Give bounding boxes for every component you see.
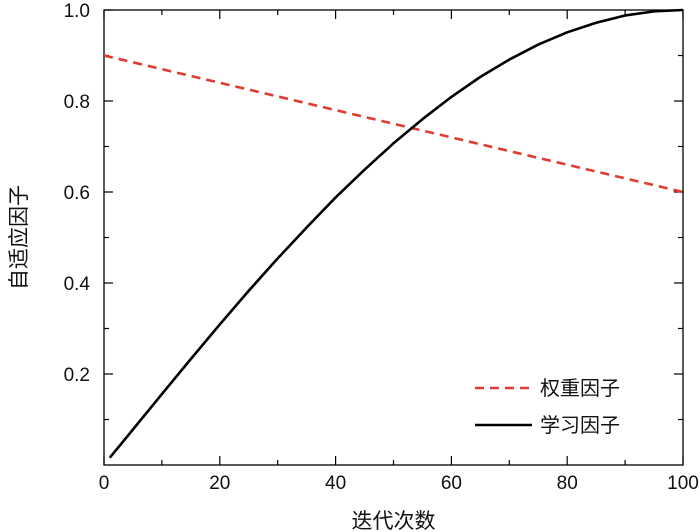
x-tick-label: 100 xyxy=(667,473,699,494)
series-line-1 xyxy=(108,8,684,459)
axis-titles: 迭代次数 自适应因子 xyxy=(7,185,436,532)
series-lines xyxy=(103,8,684,459)
legend-label-1: 学习因子 xyxy=(540,413,620,437)
y-tick-label: 0.2 xyxy=(64,365,90,386)
tick-labels: 0 20 40 60 80 100 0.2 0.4 0.6 0.8 1.0 xyxy=(64,1,699,494)
x-tick-label: 80 xyxy=(557,473,578,494)
x-axis-title: 迭代次数 xyxy=(352,509,436,532)
x-tick-label: 0 xyxy=(99,473,110,494)
series-line-0 xyxy=(103,54,684,194)
axis-ticks xyxy=(103,9,684,465)
x-tick-label: 60 xyxy=(441,473,462,494)
y-tick-label: 1.0 xyxy=(64,1,90,22)
legend-label-0: 权重因子 xyxy=(540,376,620,400)
x-tick-label: 20 xyxy=(209,473,230,494)
y-tick-label: 0.4 xyxy=(64,274,91,295)
x-tick-label: 40 xyxy=(325,473,346,494)
y-tick-label: 0.8 xyxy=(64,92,90,113)
y-axis-title: 自适应因子 xyxy=(7,185,31,290)
y-tick-label: 0.6 xyxy=(64,183,90,204)
